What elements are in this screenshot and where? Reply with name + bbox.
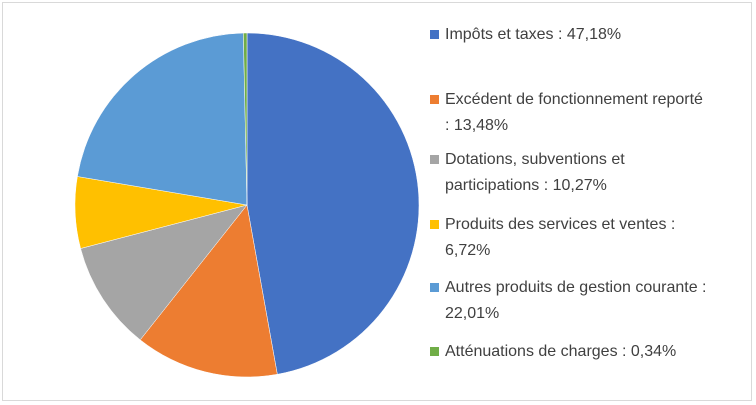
pie-slice	[80, 204, 248, 341]
legend-item: Excédent de fonctionnement reporté : 13,…	[430, 87, 730, 139]
legend-swatch	[430, 220, 439, 229]
pie-slice	[77, 32, 248, 206]
legend-swatch	[430, 283, 439, 292]
legend-swatch	[430, 30, 439, 39]
pie-slice	[246, 32, 420, 375]
pie-slice	[243, 32, 248, 206]
legend-swatch	[430, 95, 439, 104]
legend-label: Autres produits de gestion courante : 22…	[445, 279, 707, 322]
chart-frame	[2, 2, 752, 401]
legend-swatch	[430, 155, 439, 164]
legend-item: Autres produits de gestion courante : 22…	[430, 275, 730, 327]
legend-label: Dotations, subventions et participations…	[445, 151, 625, 194]
legend-label: Produits des services et ventes : 6,72%	[445, 216, 676, 259]
pie-slice	[139, 204, 278, 378]
legend-item: Dotations, subventions et participations…	[430, 147, 730, 199]
legend-label: Impôts et taxes : 47,18%	[445, 26, 622, 43]
legend-item: Impôts et taxes : 47,18%	[430, 22, 730, 48]
legend-label: Atténuations de charges : 0,34%	[445, 343, 677, 360]
legend-swatch	[430, 347, 439, 356]
legend-item: Atténuations de charges : 0,34%	[430, 339, 730, 365]
legend-label: Excédent de fonctionnement reporté : 13,…	[445, 91, 703, 134]
legend-item: Produits des services et ventes : 6,72%	[430, 212, 730, 264]
